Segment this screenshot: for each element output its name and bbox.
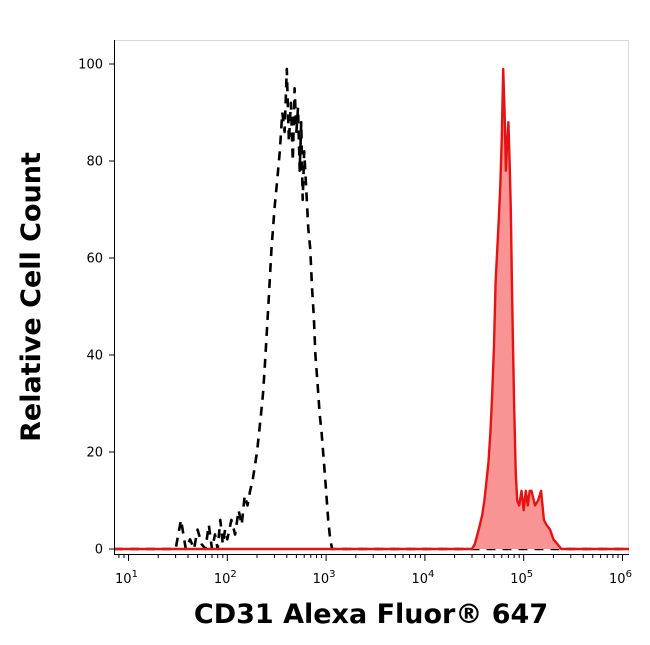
x-tick-label: 106 (609, 569, 632, 587)
y-tick-label: 80 (86, 155, 103, 170)
y-ticks: 0 20 40 60 80 100 (78, 58, 114, 558)
y-tick-label: 20 (86, 446, 103, 461)
x-tick-label: 102 (214, 569, 237, 587)
x-tick-label: 101 (115, 569, 138, 587)
series-1-line (114, 67, 629, 551)
x-axis-title: CD31 Alexa Fluor® 647 (194, 599, 548, 630)
y-axis-title: Relative Cell Count (16, 152, 47, 442)
y-tick-label: 100 (78, 58, 103, 73)
y-tick-label: 40 (86, 349, 103, 364)
x-tick-label: 105 (510, 569, 533, 587)
y-tick-label: 60 (86, 252, 103, 267)
plot-frame (114, 40, 629, 555)
series-2-line (114, 67, 629, 551)
x-ticks: 101 102 103 104 105 106 (115, 554, 632, 587)
series-layer (114, 67, 629, 551)
x-tick-label: 104 (411, 569, 434, 587)
series-2-area (114, 68, 629, 550)
y-tick-label: 0 (95, 543, 103, 558)
x-tick-label: 103 (313, 569, 336, 587)
